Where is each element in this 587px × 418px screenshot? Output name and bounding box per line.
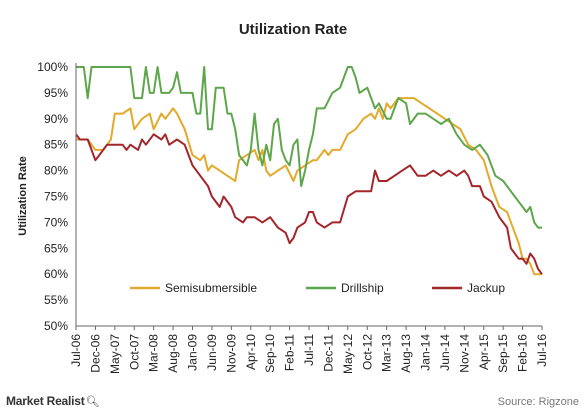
x-tick-label: Aug-13 [399,334,413,373]
y-tick-label: 50% [44,319,68,333]
series-line-drillship [76,66,542,229]
legend-label: Semisubmersible [165,281,257,295]
x-tick-label: Jun-09 [205,334,219,371]
x-tick-label: Jun-14 [438,334,452,371]
brand-logo: Market Realist🔍︎ [6,394,100,408]
x-tick-label: Nov-09 [224,334,238,373]
y-tick-label: 75% [44,190,68,204]
series-line-jackup [75,133,543,275]
x-tick-label: Jul-06 [69,334,83,367]
x-tick-label: Feb-11 [283,334,297,371]
x-tick-label: Mar-13 [380,334,394,372]
legend: Semisubmersible Drillship Jackup [130,281,505,295]
y-tick-label: 60% [44,267,68,281]
legend-item-jackup: Jackup [432,281,505,295]
x-tick-label: Oct-12 [360,334,374,370]
x-tick-label: Oct-07 [127,334,141,370]
x-tick-label: Aug-08 [166,334,180,373]
x-axis-ticks: Jul-06 Dec-06 May-07 Oct-07 Mar-08 Aug-08 Jan-… [69,326,549,374]
y-tick-label: 70% [44,215,68,229]
x-tick-label: Sep-15 [496,334,510,373]
brand-name: Market Realist [6,394,85,408]
x-tick-label: Dec-11 [321,334,335,372]
x-tick-label: Apr-15 [477,334,491,370]
y-tick-label: 90% [44,112,68,126]
legend-item-semisubmersible: Semisubmersible [130,281,257,295]
x-tick-label: Dec-06 [88,334,102,373]
x-tick-label: Nov-14 [457,334,471,373]
y-tick-label: 100% [37,60,68,74]
legend-label: Drillship [341,281,384,295]
y-tick-label: 65% [44,241,68,255]
x-tick-label: Mar-08 [147,334,161,372]
x-tick-label: May-12 [341,334,355,374]
x-tick-label: Jul-11 [302,334,316,366]
magnifier-icon: 🔍︎ [85,396,100,408]
y-tick-label: 85% [44,138,68,152]
legend-label: Jackup [467,281,505,295]
y-axis-label: Utilization Rate [17,156,29,235]
y-axis-ticks: 50% 55% 60% 65% 70% 75% 80% 85% 90% 95% 100% [37,60,68,333]
y-tick-label: 95% [44,86,68,100]
x-tick-label: Feb-16 [516,334,530,372]
source-note: Source: Rigzone [497,396,579,408]
x-tick-label: Sep-10 [263,334,277,373]
x-tick-label: Apr-10 [244,334,258,370]
series-lines [75,66,543,276]
x-tick-label: May-07 [108,334,122,374]
x-tick-label: Jan-09 [186,334,200,371]
x-tick-label: Jul-16 [535,334,549,367]
legend-item-drillship: Drillship [306,281,384,295]
x-tick-label: Jan-14 [419,334,433,371]
y-tick-label: 80% [44,164,68,178]
y-tick-label: 55% [44,293,68,307]
chart-title: Utilization Rate [239,21,347,38]
